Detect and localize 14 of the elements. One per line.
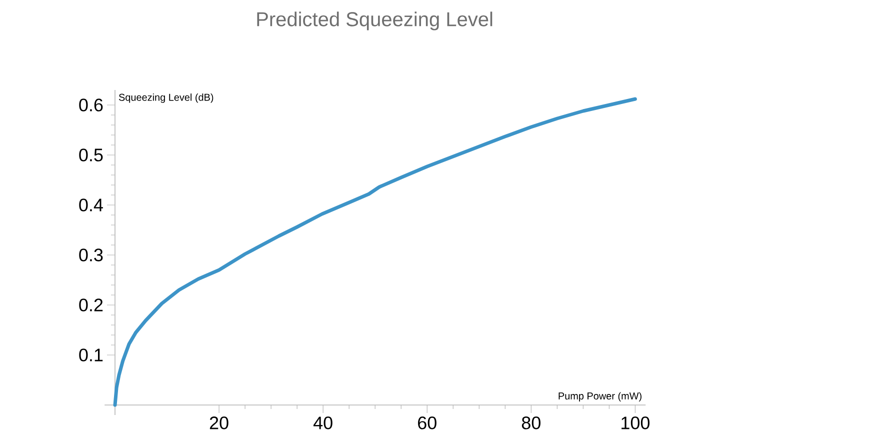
y-tick-label: 0.6	[79, 98, 103, 112]
x-tick-label: 80	[522, 416, 540, 430]
chart-title: Predicted Squeezing Level	[257, 12, 492, 30]
y-tick-label: 0.4	[79, 198, 103, 212]
y-tick-label: 0.3	[79, 248, 103, 262]
y-tick-label: 0.1	[79, 348, 103, 362]
x-tick-label: 40	[313, 416, 332, 430]
y-axis-title: Squeezing Level (dB)	[118, 94, 214, 103]
x-tick-label: 20	[210, 416, 228, 430]
x-tick-label: 60	[418, 416, 436, 430]
x-tick-label: 100	[622, 416, 650, 430]
y-tick-label: 0.2	[79, 298, 103, 312]
x-axis-title: Pump Power (mW)	[558, 392, 642, 402]
y-tick-label: 0.5	[79, 148, 103, 162]
